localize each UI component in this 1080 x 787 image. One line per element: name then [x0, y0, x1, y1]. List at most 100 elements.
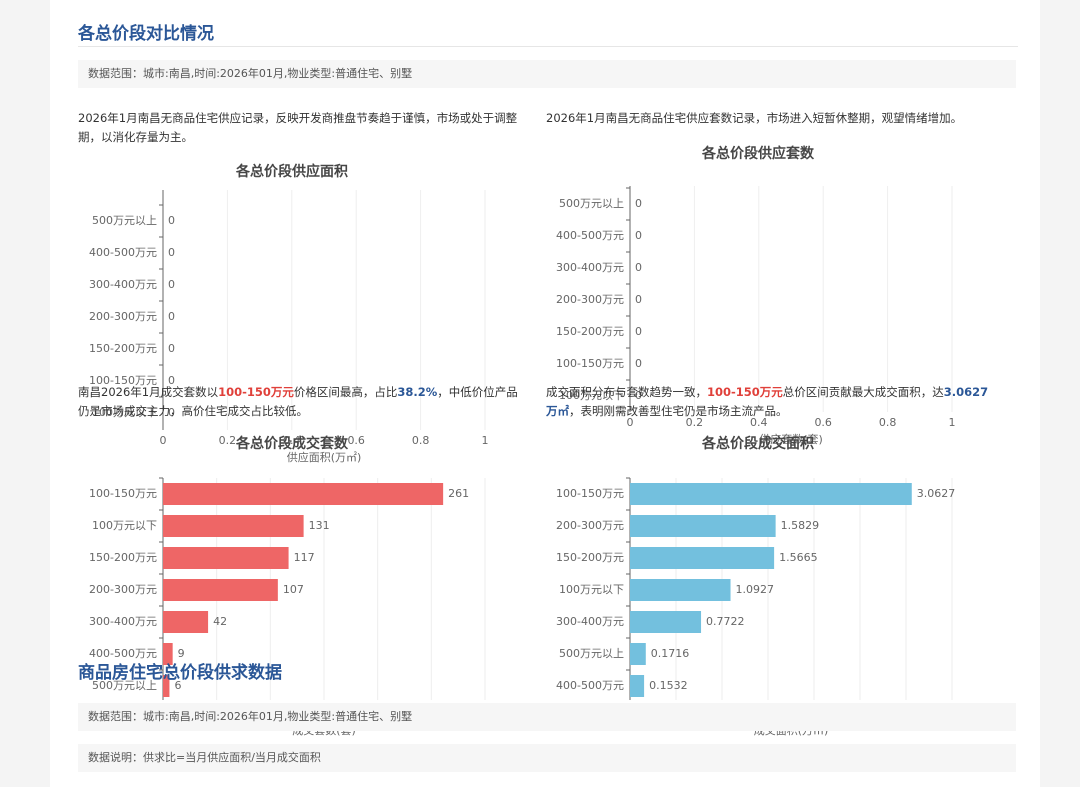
x-tick-label: 0	[627, 416, 634, 429]
y-tick-label: 200-300万元	[89, 583, 157, 596]
chart-title: 各总价段成交面积	[701, 435, 814, 452]
bar	[630, 643, 646, 665]
y-tick-label: 500万元以上	[92, 679, 157, 692]
y-tick-label: 400-500万元	[556, 229, 624, 242]
card	[50, 0, 1040, 787]
value-label: 0	[635, 389, 642, 402]
y-tick-label: 500万元以上	[559, 647, 624, 660]
value-label: 6	[174, 679, 181, 692]
value-label: 3.0627	[917, 487, 956, 500]
value-label: 0	[635, 229, 642, 242]
bar	[630, 611, 702, 633]
bar	[630, 547, 775, 569]
value-label: 0	[168, 278, 175, 291]
paragraph: 2026年1月南昌无商品住宅供应记录，反映开发商推盘节奏趋于谨慎，市场或处于调整…	[78, 111, 518, 144]
text-run: 总价区间贡献最大成交面积，达	[782, 385, 944, 399]
y-tick-label: 100万元以下	[92, 519, 157, 532]
y-tick-label: 100-150万元	[89, 374, 157, 387]
bar	[630, 483, 912, 505]
value-label: 0	[168, 342, 175, 355]
value-label: 0	[168, 406, 175, 419]
bar	[630, 579, 731, 601]
chart-title: 各总价段供应套数	[701, 145, 815, 162]
value-label: 0	[168, 310, 175, 323]
value-label: 261	[448, 487, 469, 500]
y-tick-label: 150-200万元	[89, 342, 157, 355]
chart-title: 各总价段供应面积	[235, 163, 348, 180]
value-label: 0	[635, 261, 642, 274]
value-label: 0	[168, 246, 175, 259]
y-tick-label: 400-500万元	[89, 647, 157, 660]
y-tick-label: 150-200万元	[556, 551, 624, 564]
x-axis-label: 供应面积(万㎡)	[287, 450, 362, 464]
highlight: 3.0627万㎡	[546, 385, 989, 418]
bar	[163, 675, 170, 697]
value-label: 42	[213, 615, 227, 628]
x-tick-label: 0.6	[347, 434, 365, 447]
value-label: 1.0927	[736, 583, 775, 596]
value-label: 1.5829	[781, 519, 820, 532]
highlight: 100-150万元	[218, 385, 294, 399]
y-tick-label: 300-400万元	[556, 615, 624, 628]
value-label: 0	[635, 325, 642, 338]
bar	[630, 675, 645, 697]
highlight: 38.2%	[397, 385, 438, 399]
x-tick-label: 0.2	[686, 416, 704, 429]
y-tick-label: 300-400万元	[89, 278, 157, 291]
value-label: 0	[635, 293, 642, 306]
y-tick-label: 200-300万元	[89, 310, 157, 323]
x-tick-label: 0	[160, 434, 167, 447]
bar	[163, 611, 209, 633]
y-tick-label: 200-300万元	[556, 293, 624, 306]
y-tick-label: 400-500万元	[89, 246, 157, 259]
section-title: 商品房住宅总价段供求数据	[78, 663, 282, 683]
value-label: 117	[294, 551, 315, 564]
bar	[163, 579, 278, 601]
y-tick-label: 500万元以上	[92, 214, 157, 227]
x-tick-label: 1	[949, 416, 956, 429]
value-label: 9	[178, 647, 185, 660]
value-label: 0.1532	[649, 679, 688, 692]
x-tick-label: 0.8	[412, 434, 430, 447]
y-tick-label: 150-200万元	[556, 325, 624, 338]
x-tick-label: 0.8	[879, 416, 897, 429]
text-run: ，表明刚需改善型住宅仍是市场主流产品。	[569, 404, 788, 418]
y-tick-label: 100万元以下	[92, 406, 157, 419]
highlight: 100-150万元	[707, 385, 783, 399]
paragraph: 成交面积分布与套数趋势一致，100-150万元总价区间贡献最大成交面积，达3.0…	[546, 383, 996, 421]
y-tick-label: 150-200万元	[89, 551, 157, 564]
value-label: 0.1716	[651, 647, 690, 660]
x-tick-label: 0.4	[283, 434, 301, 447]
paragraph: 南昌2026年1月成交套数以100-150万元价格区间最高，占比38.2%，中低…	[78, 383, 528, 421]
scope-box: 数据范围：城市:南昌,时间:2026年01月,物业类型:普通住宅、别墅	[78, 60, 1016, 88]
value-label: 0.7722	[706, 615, 745, 628]
y-tick-label: 100-150万元	[89, 487, 157, 500]
value-label: 107	[283, 583, 304, 596]
value-label: 1.5665	[779, 551, 818, 564]
text-run: 南昌2026年1月成交套数以	[78, 385, 219, 399]
paragraph: 2026年1月南昌无商品住宅供应套数记录，市场进入短暂休整期，观望情绪增加。	[546, 111, 963, 125]
y-tick-label: 300-400万元	[89, 615, 157, 628]
bar	[630, 515, 776, 537]
x-tick-label: 0.2	[219, 434, 237, 447]
text-run: ，中低价位产品仍是市场成交主力，高价住宅成交占比较低。	[78, 385, 518, 418]
y-tick-label: 300-400万元	[556, 261, 624, 274]
y-tick-label: 100万元以下	[559, 583, 624, 596]
y-tick-label: 100万元以下	[559, 389, 624, 402]
bar	[163, 483, 444, 505]
section-title: 各总价段对比情况	[78, 24, 214, 44]
chart-title: 各总价段成交套数	[235, 435, 349, 452]
y-tick-label: 500万元以上	[559, 197, 624, 210]
y-tick-label: 400-500万元	[556, 679, 624, 692]
value-label: 131	[309, 519, 330, 532]
bar	[163, 547, 289, 569]
value-label: 0	[168, 374, 175, 387]
y-tick-label: 200-300万元	[556, 519, 624, 532]
scope-box: 数据范围：城市:南昌,时间:2026年01月,物业类型:普通住宅、别墅	[78, 703, 1016, 731]
divider	[78, 46, 1018, 47]
bar	[163, 643, 173, 665]
x-tick-label: 0.4	[750, 416, 768, 429]
bar	[163, 515, 304, 537]
